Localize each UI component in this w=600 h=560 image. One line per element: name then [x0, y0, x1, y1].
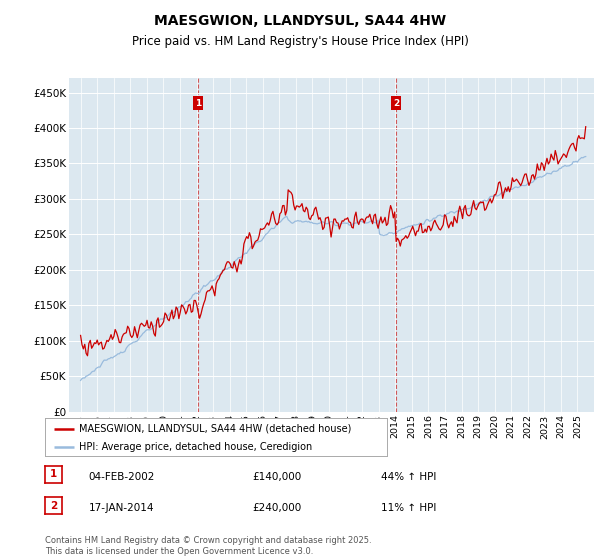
Text: HPI: Average price, detached house, Ceredigion: HPI: Average price, detached house, Cere… [79, 442, 313, 452]
Text: MAESGWION, LLANDYSUL, SA44 4HW (detached house): MAESGWION, LLANDYSUL, SA44 4HW (detached… [79, 424, 352, 434]
Text: £240,000: £240,000 [252, 503, 301, 514]
Text: 1: 1 [50, 469, 57, 479]
Text: 2: 2 [50, 501, 57, 511]
Text: 17-JAN-2014: 17-JAN-2014 [89, 503, 154, 514]
Text: Contains HM Land Registry data © Crown copyright and database right 2025.
This d: Contains HM Land Registry data © Crown c… [45, 536, 371, 556]
Text: 04-FEB-2002: 04-FEB-2002 [89, 472, 155, 482]
Text: 11% ↑ HPI: 11% ↑ HPI [381, 503, 436, 514]
Text: MAESGWION, LLANDYSUL, SA44 4HW: MAESGWION, LLANDYSUL, SA44 4HW [154, 14, 446, 28]
Text: £140,000: £140,000 [252, 472, 301, 482]
Text: 44% ↑ HPI: 44% ↑ HPI [381, 472, 436, 482]
Text: Price paid vs. HM Land Registry's House Price Index (HPI): Price paid vs. HM Land Registry's House … [131, 35, 469, 48]
Text: 1: 1 [195, 99, 201, 108]
Text: 2: 2 [393, 99, 399, 108]
